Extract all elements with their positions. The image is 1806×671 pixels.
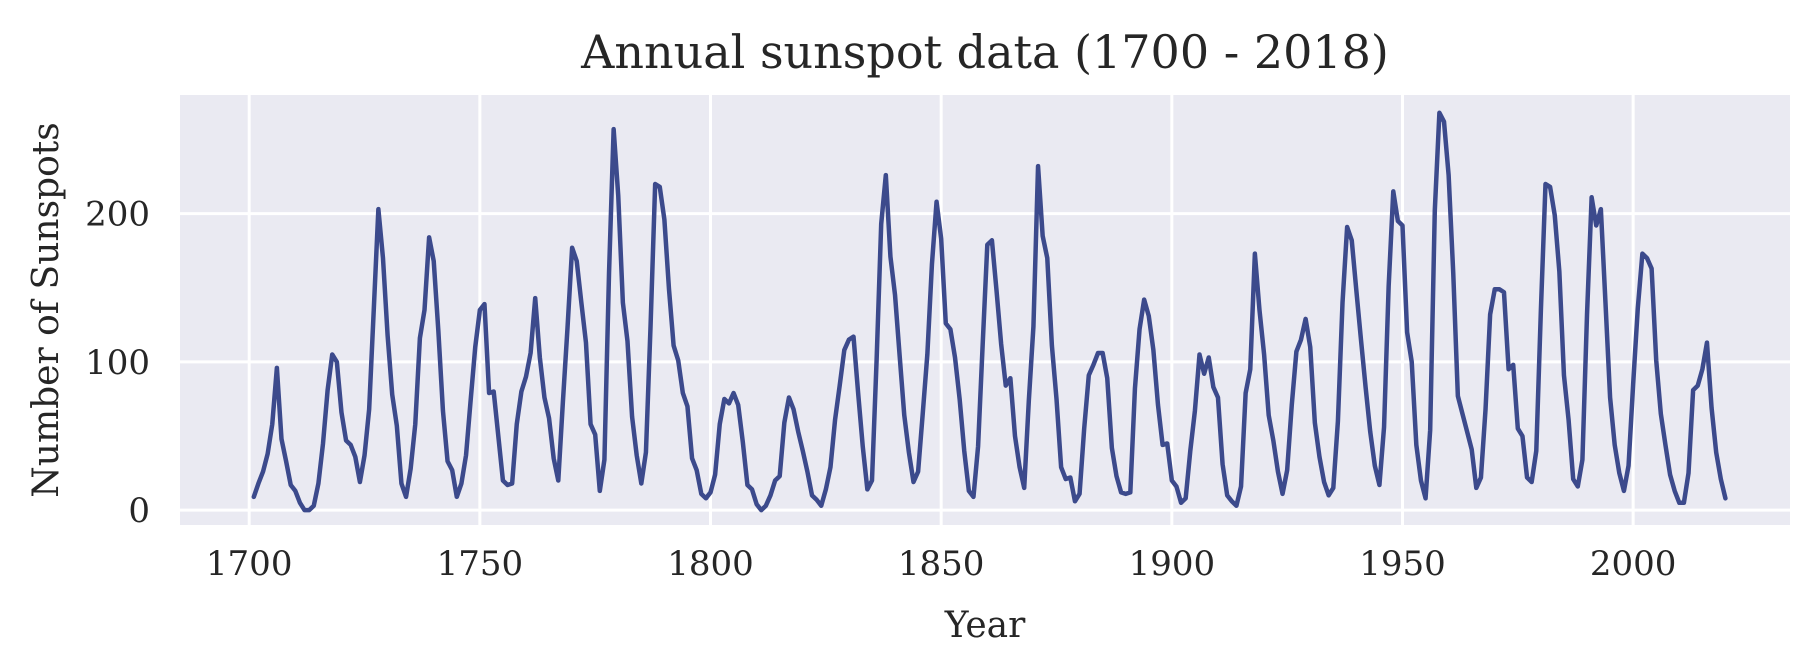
x-tick-label: 1900: [1129, 544, 1216, 584]
x-tick-label: 1800: [667, 544, 754, 584]
x-tick-label: 2000: [1590, 544, 1677, 584]
chart-title: Annual sunspot data (1700 - 2018): [580, 25, 1389, 79]
series-layer: [251, 110, 1728, 513]
x-tick-label: 1750: [437, 544, 524, 584]
y-tick-label: 0: [128, 491, 150, 531]
y-tick-label: 200: [85, 195, 150, 235]
x-tick-label: 1850: [898, 544, 985, 584]
tick-labels: 1700 1750 1800 1850 1900 1950 2000 0 100 200: [85, 195, 1676, 584]
x-axis-label: Year: [944, 605, 1026, 646]
y-tick-label: 100: [85, 343, 150, 383]
sunspot-series-line: [251, 110, 1728, 513]
x-tick-label: 1950: [1359, 544, 1446, 584]
y-axis-label: Number of Sunspots: [26, 122, 67, 497]
x-tick-label: 1700: [206, 544, 293, 584]
